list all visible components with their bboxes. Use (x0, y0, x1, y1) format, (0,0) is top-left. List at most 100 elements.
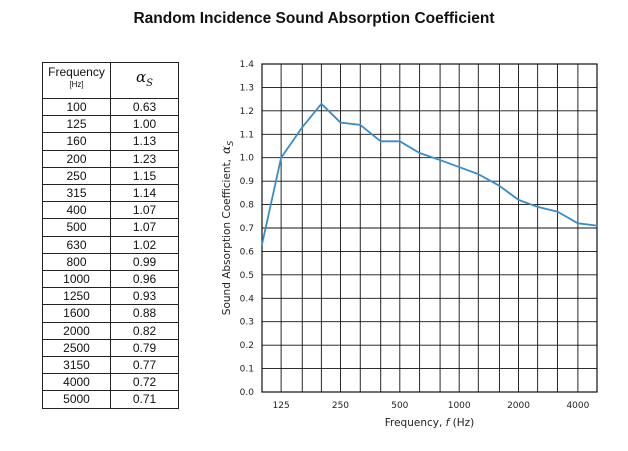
y-tick-label: 1.4 (240, 60, 255, 70)
data-point (418, 152, 421, 154)
table-cell-frequency: 2500 (42, 338, 111, 358)
data-point (280, 156, 283, 159)
x-axis-title: Frequency, f (Hz) (385, 417, 475, 429)
table-cell-frequency: 200 (42, 149, 111, 168)
y-tick-label: 1.0 (240, 154, 255, 164)
x-axis-title-prefix: Frequency, (385, 417, 446, 429)
table-row: 2000 0.82 (42, 321, 179, 340)
series-line (261, 102, 598, 245)
table-cell-frequency: 400 (42, 201, 111, 220)
y-tick-label: 0.3 (240, 318, 254, 328)
x-tick-label: 250 (332, 401, 349, 411)
x-tick-label: 1000 (448, 401, 471, 411)
data-point (458, 166, 461, 168)
data-point (320, 102, 323, 105)
y-tick-label: 0.4 (240, 294, 255, 304)
x-tick-label: 4000 (566, 401, 589, 411)
table-cell-alpha: 0.96 (110, 270, 179, 289)
table-cell-alpha: 1.23 (110, 149, 179, 168)
table-cell-frequency: 5000 (42, 390, 111, 409)
chart-grid (261, 63, 598, 393)
table-row: 315 1.14 (42, 184, 179, 203)
table-cell-frequency: 500 (42, 218, 111, 237)
y-tick-label: 0.1 (240, 365, 254, 375)
data-point (536, 206, 539, 208)
table-cell-frequency: 1250 (42, 287, 111, 306)
table-cell-frequency: 4000 (42, 373, 111, 392)
chart-frame (261, 63, 598, 393)
y-tick-labels: 0.0 0.1 0.2 0.3 0.4 0.5 0.6 0.7 0.8 0.9 1.0 1.1 1.2 1… (240, 60, 255, 398)
table-row: 400 1.07 (42, 201, 179, 220)
table-row: 1250 0.93 (42, 287, 179, 306)
table-cell-frequency: 2000 (42, 321, 111, 340)
data-point (261, 243, 263, 246)
data-point (576, 222, 579, 225)
x-axis-title-variable: f (446, 417, 452, 429)
y-axis-title-variable: α (219, 146, 233, 154)
table-cell-alpha: 0.79 (110, 338, 179, 358)
x-axis-title-suffix: (Hz) (449, 417, 474, 429)
data-point (439, 159, 441, 161)
data-point (359, 124, 362, 126)
table-row: 250 1.15 (42, 166, 179, 186)
table-row: 2500 0.79 (42, 338, 179, 358)
table-cell-alpha: 1.00 (110, 115, 179, 134)
table-row: 1600 0.88 (42, 304, 179, 323)
y-tick-label: 1.1 (240, 130, 254, 140)
table-cell-alpha: 0.82 (110, 321, 179, 340)
y-axis-title: Sound Absorption Coefficient, αS (219, 141, 235, 315)
y-axis-title-subscript: S (226, 141, 235, 146)
data-point (339, 121, 342, 124)
table-cell-alpha: 1.14 (110, 184, 179, 203)
table-cell-alpha: 0.99 (110, 252, 179, 272)
table-header-alpha: αS (110, 62, 179, 99)
data-point (556, 210, 559, 213)
data-point (498, 184, 501, 187)
x-tick-label: 500 (391, 401, 408, 411)
data-point (477, 173, 480, 176)
table-cell-alpha: 0.71 (110, 390, 179, 409)
data-point (398, 140, 401, 143)
table-row: 100 0.63 (42, 97, 179, 117)
table-cell-frequency: 630 (42, 235, 111, 254)
table-row: 800 0.99 (42, 252, 179, 272)
table-cell-alpha: 0.77 (110, 356, 179, 375)
table-cell-alpha: 1.13 (110, 132, 179, 151)
header-frequency-label: Frequency (48, 65, 105, 79)
y-tick-label: 1.2 (240, 107, 254, 117)
x-tick-label: 2000 (507, 401, 530, 411)
table-row: 160 1.13 (42, 132, 179, 151)
data-point (379, 140, 382, 143)
data-point (517, 198, 520, 201)
table-row: 5000 0.71 (42, 390, 179, 409)
x-tick-labels: 125 250 500 1000 2000 4000 (273, 401, 590, 411)
table-cell-alpha: 1.07 (110, 218, 179, 237)
table-cell-alpha: 0.72 (110, 373, 179, 392)
y-tick-label: 0.5 (240, 271, 254, 281)
table-cell-frequency: 1600 (42, 304, 111, 323)
table-row: 125 1.00 (42, 115, 179, 134)
y-tick-label: 0.7 (240, 224, 254, 234)
absorption-table: Frequency [Hz] αS 100 0.63 125 1.00 160 1.13 2… (42, 62, 179, 409)
table-cell-frequency: 1000 (42, 270, 111, 289)
table-cell-frequency: 3150 (42, 356, 111, 375)
plot-frame (261, 63, 598, 393)
table-cell-frequency: 800 (42, 252, 111, 272)
table-row: 500 1.07 (42, 218, 179, 237)
table-cell-alpha: 1.02 (110, 235, 179, 254)
table-cell-frequency: 250 (42, 166, 111, 186)
header-alpha-symbol: α (136, 67, 147, 86)
table-row: 200 1.23 (42, 149, 179, 168)
y-tick-label: 0.6 (240, 247, 255, 257)
chart-title: Random Incidence Sound Absorption Coeffi… (133, 10, 495, 27)
data-point (596, 224, 598, 227)
y-tick-label: 0.2 (240, 341, 254, 351)
y-tick-label: 1.3 (240, 83, 254, 93)
table-cell-alpha: 1.15 (110, 166, 179, 186)
y-tick-label: 0.9 (240, 177, 255, 187)
table-cell-alpha: 0.63 (110, 97, 179, 117)
table-row: 4000 0.72 (42, 373, 179, 392)
table-row: 630 1.02 (42, 235, 179, 254)
chart-series (261, 102, 598, 246)
